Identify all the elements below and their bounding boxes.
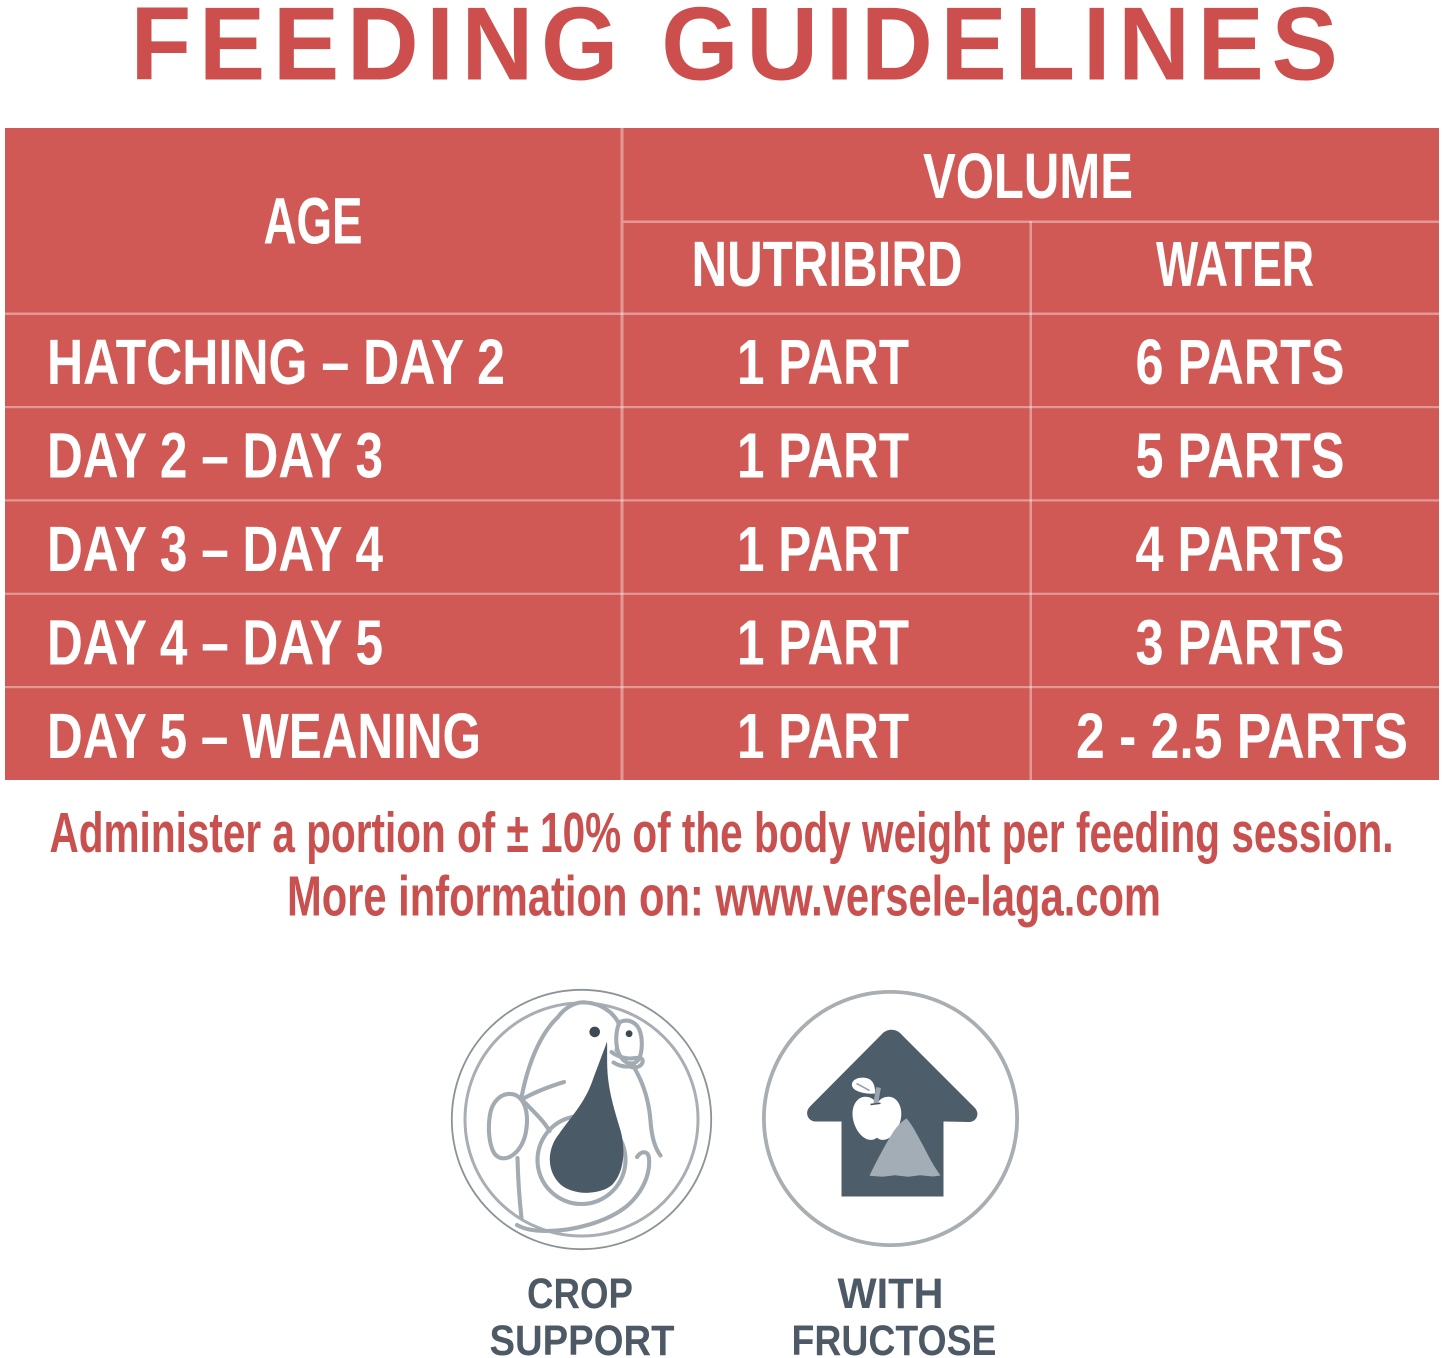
svg-text:3 PARTS: 3 PARTS <box>1136 607 1345 679</box>
svg-text:DAY 3 – DAY 4: DAY 3 – DAY 4 <box>47 513 383 585</box>
svg-text:2 - 2.5 PARTS: 2 - 2.5 PARTS <box>1076 700 1408 772</box>
svg-text:VOLUME: VOLUME <box>923 140 1133 212</box>
svg-text:More information on: www.verse: More information on: www.versele-laga.co… <box>287 864 1161 928</box>
svg-text:SUPPORT: SUPPORT <box>490 1317 675 1358</box>
svg-text:1 PART: 1 PART <box>737 607 909 679</box>
svg-text:DAY 2 – DAY 3: DAY 2 – DAY 3 <box>47 420 383 492</box>
svg-text:1 PART: 1 PART <box>737 326 909 398</box>
svg-text:FRUCTOSE: FRUCTOSE <box>792 1317 997 1358</box>
svg-text:6 PARTS: 6 PARTS <box>1136 326 1345 398</box>
svg-text:FEEDING GUIDELINES: FEEDING GUIDELINES <box>131 0 1346 103</box>
svg-text:Administer a portion of ± 10%: Administer a portion of ± 10% of the bod… <box>50 801 1394 865</box>
svg-text:NUTRIBIRD: NUTRIBIRD <box>692 228 963 300</box>
svg-text:1 PART: 1 PART <box>737 420 909 492</box>
svg-text:5 PARTS: 5 PARTS <box>1136 420 1345 492</box>
svg-text:1 PART: 1 PART <box>737 700 909 772</box>
svg-text:1 PART: 1 PART <box>737 513 909 585</box>
svg-text:WITH: WITH <box>838 1270 944 1318</box>
svg-text:AGE: AGE <box>264 184 363 258</box>
svg-text:DAY 4 – DAY 5: DAY 4 – DAY 5 <box>47 607 383 679</box>
svg-text:4 PARTS: 4 PARTS <box>1136 513 1345 585</box>
svg-text:HATCHING – DAY 2: HATCHING – DAY 2 <box>47 326 505 398</box>
svg-text:CROP: CROP <box>527 1270 633 1318</box>
svg-text:WATER: WATER <box>1156 228 1314 300</box>
svg-text:DAY 5 – WEANING: DAY 5 – WEANING <box>47 700 481 772</box>
